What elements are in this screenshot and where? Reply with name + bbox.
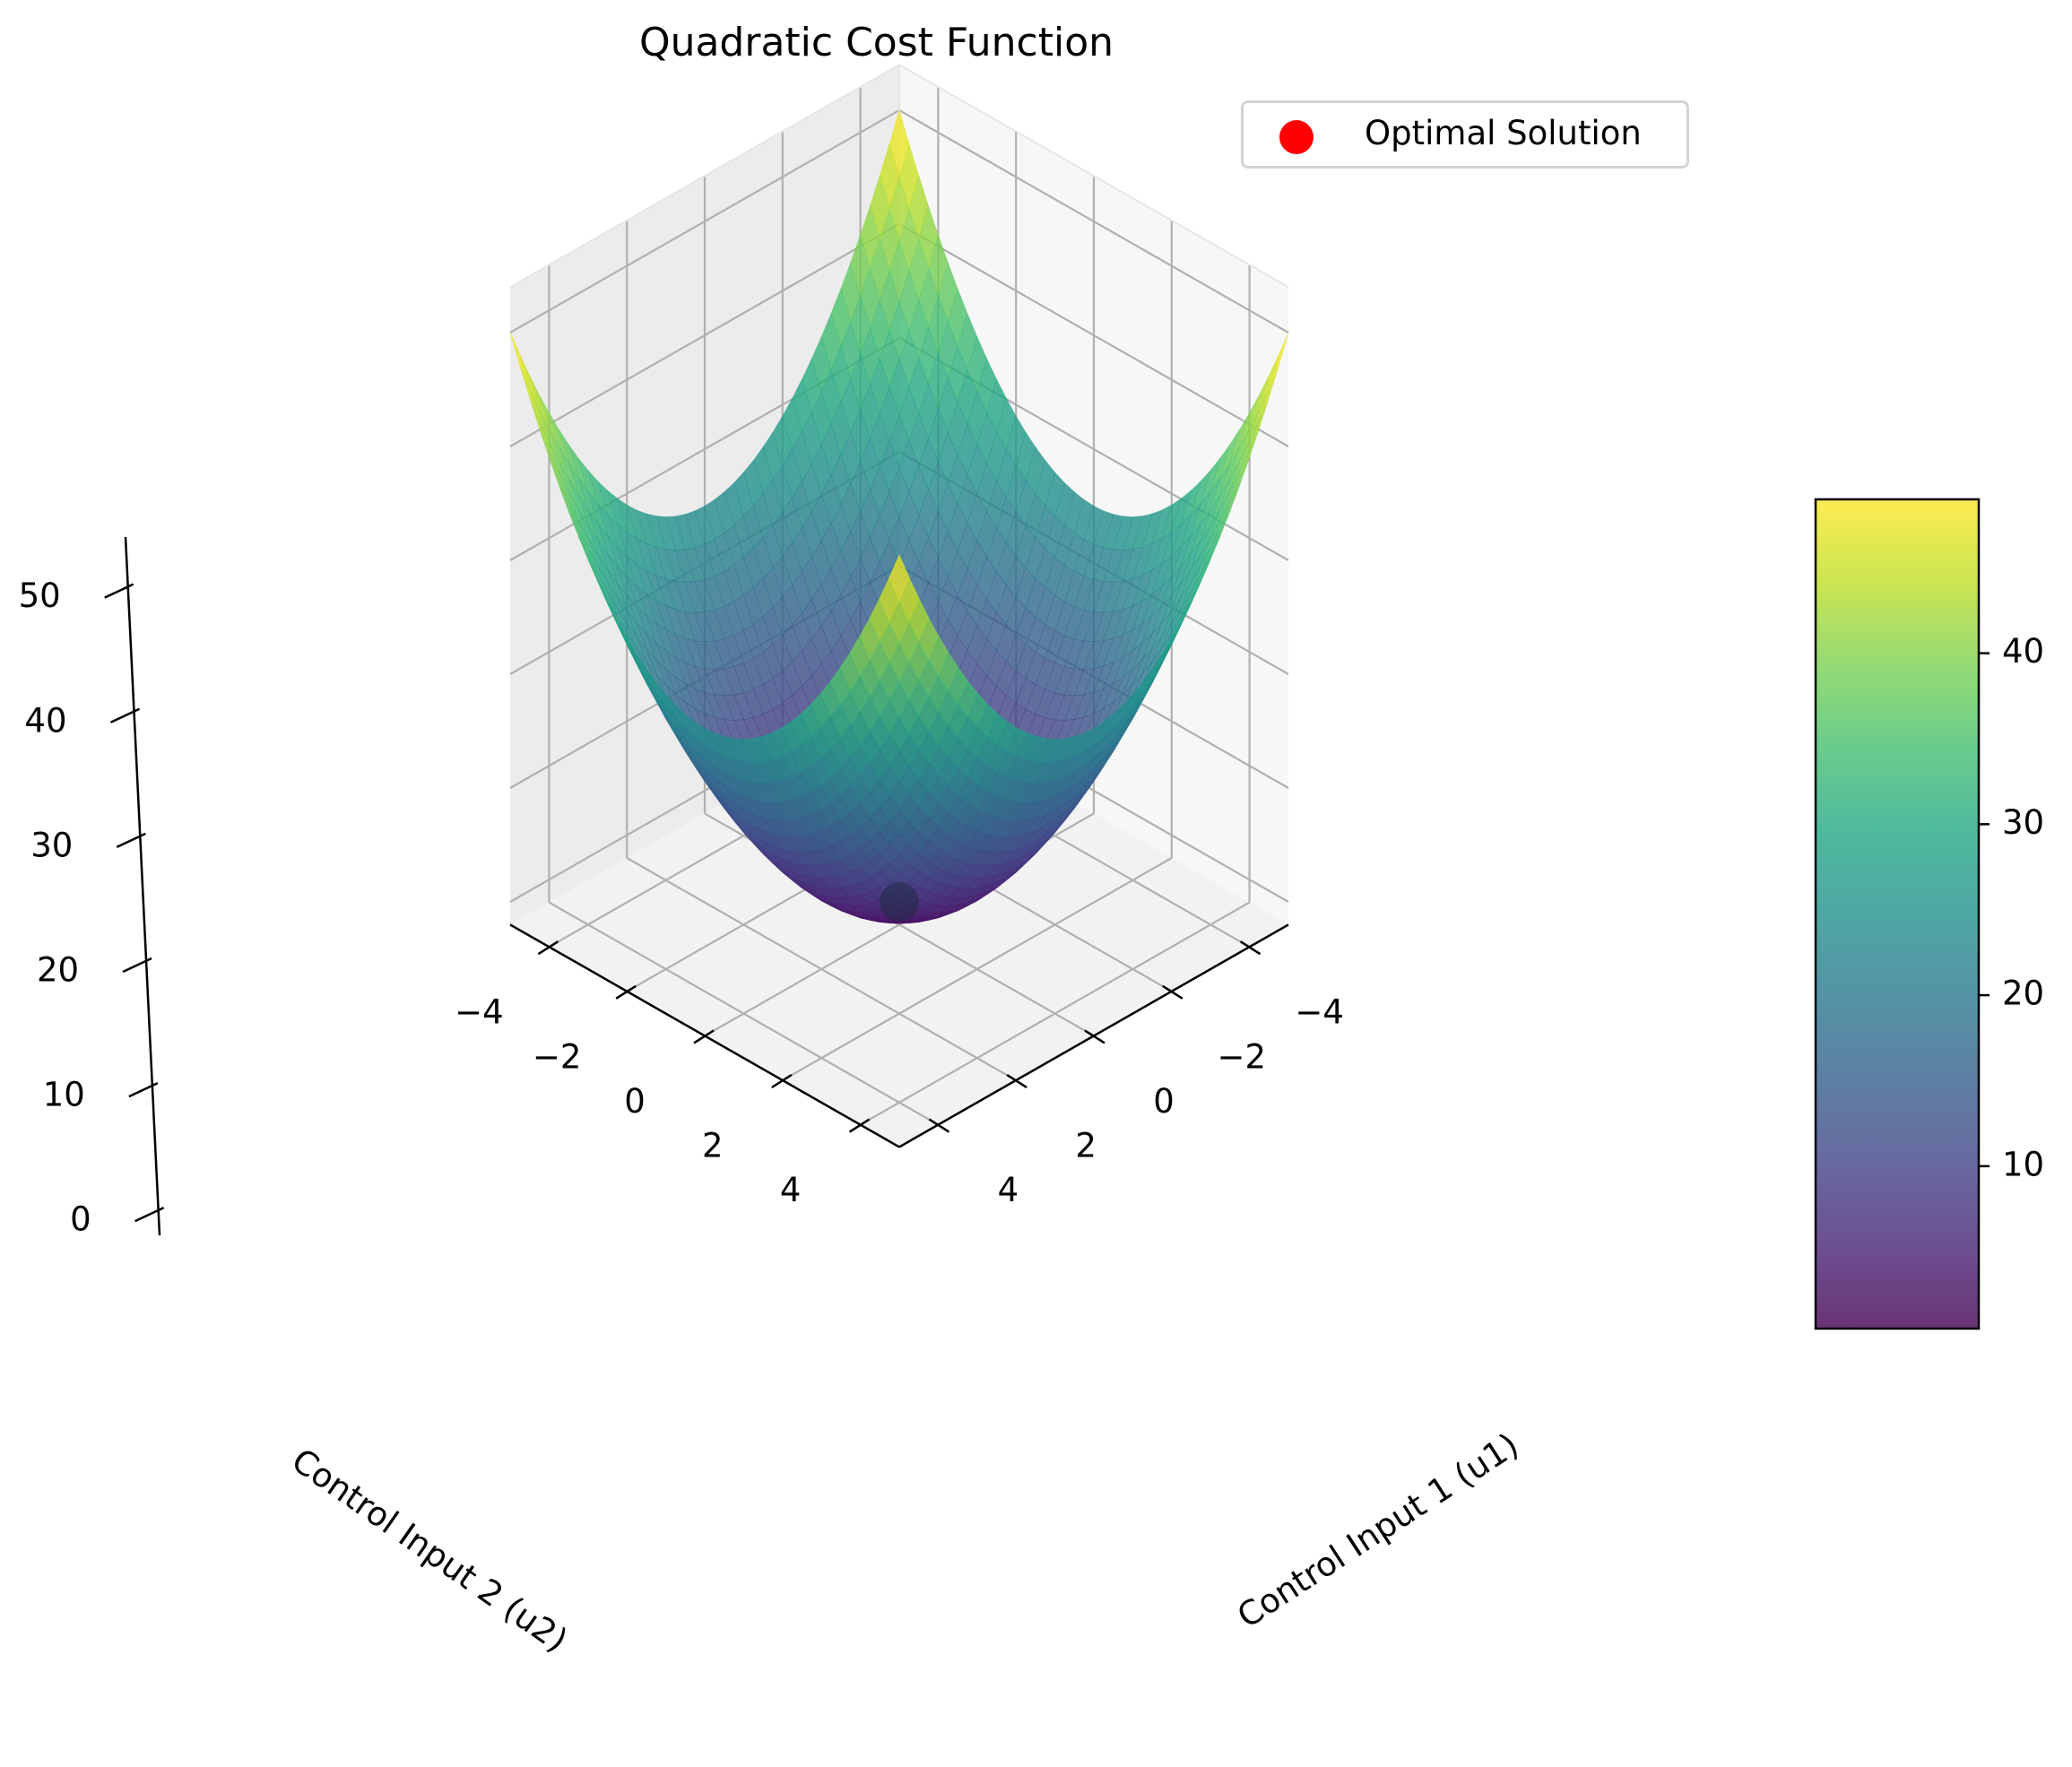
x-axis-title: Control Input 1 (u1)	[1230, 1425, 1525, 1635]
x-axis-tick	[1239, 940, 1261, 956]
y-axis-tick	[537, 940, 559, 956]
z-axis-tick	[128, 1081, 159, 1098]
z-tick-label: 20	[37, 950, 79, 989]
legend-marker-optimal-solution	[1279, 120, 1313, 154]
x-axis-tick	[928, 1118, 950, 1133]
optimal-points	[880, 882, 919, 922]
x-axis-tick	[1162, 984, 1183, 1000]
surface-facet	[889, 554, 910, 601]
z-tick-label: 30	[30, 826, 73, 864]
z-axis-tick	[116, 832, 146, 848]
y-tick-label: −4	[455, 993, 504, 1032]
x-tick-label: 4	[998, 1171, 1019, 1209]
z-tick-label: 0	[70, 1200, 91, 1239]
grid-line-z	[509, 109, 900, 333]
z-tick-label: 50	[19, 576, 61, 615]
axes-lines	[104, 536, 1289, 1236]
y-axis-tick	[771, 1073, 793, 1089]
x-axis-tick	[1006, 1073, 1027, 1089]
chart-title: Quadratic Cost Function	[638, 20, 1114, 65]
cost-surface	[509, 108, 1289, 924]
grid-line-z	[898, 223, 1289, 447]
y-axis-tick	[693, 1029, 715, 1044]
colorbar-tick-label: 30	[2002, 803, 2044, 842]
x-tick-label: −2	[1218, 1037, 1267, 1076]
x-tick-label: 0	[1153, 1082, 1175, 1121]
colorbar-tick-label: 20	[2002, 974, 2044, 1013]
optimal-solution-point	[880, 882, 919, 922]
z-axis-tick	[134, 1207, 165, 1223]
y-axis-title: Control Input 2 (u2)	[285, 1441, 575, 1659]
grid-line-y	[782, 857, 1173, 1081]
z-axis-line	[124, 536, 161, 1236]
colorbar-tick-label: 40	[2002, 632, 2044, 671]
y-axis-tick	[615, 984, 637, 1000]
colorbar-frame	[1814, 498, 1981, 1330]
y-tick-label: 4	[780, 1171, 802, 1209]
y-axis-tick	[848, 1118, 871, 1133]
legend: Optimal Solution	[1241, 100, 1689, 169]
legend-label-optimal-solution: Optimal Solution	[1365, 114, 1642, 152]
x-axis-tick	[1084, 1029, 1105, 1044]
grid-line-z	[898, 109, 1289, 333]
grid-line-y	[860, 901, 1251, 1126]
x-tick-label: −4	[1295, 993, 1344, 1032]
pane-edge	[898, 64, 1289, 289]
colorbar-tick-label: 10	[2002, 1145, 2044, 1183]
y-tick-label: 2	[702, 1127, 724, 1165]
y-tick-label: −2	[533, 1037, 582, 1076]
z-axis-tick	[104, 583, 134, 599]
colorbar-gradient	[1816, 499, 1979, 1329]
colorbar: 10 20 30 40	[1814, 498, 2044, 1330]
pane-edge	[509, 64, 900, 289]
y-tick-label: 0	[624, 1082, 646, 1121]
z-axis-tick	[122, 957, 152, 974]
x-tick-label: 2	[1075, 1127, 1097, 1165]
z-tick-label: 40	[24, 701, 66, 740]
z-tick-label: 10	[43, 1076, 85, 1114]
z-axis-tick	[109, 707, 141, 723]
grid-line-z	[509, 223, 900, 447]
